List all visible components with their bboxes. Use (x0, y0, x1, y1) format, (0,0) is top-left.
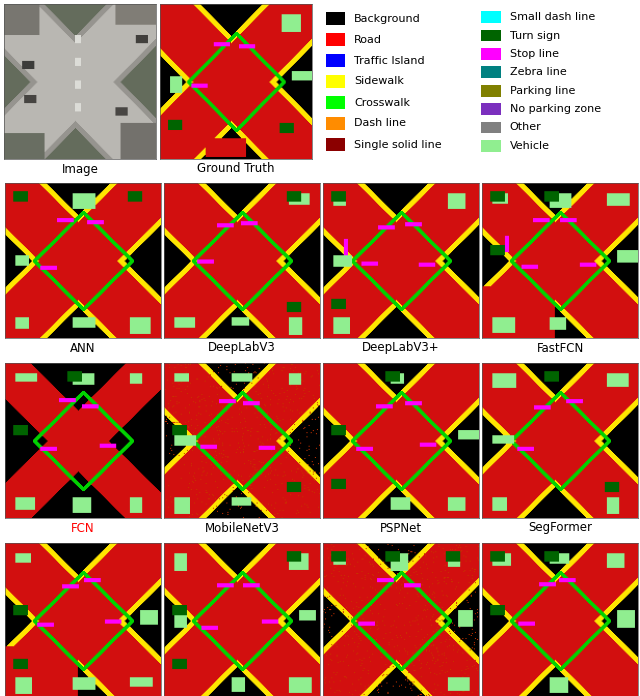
Text: Small dash line: Small dash line (509, 13, 595, 22)
Bar (481, 48, 500, 60)
Text: Ground Truth: Ground Truth (197, 162, 275, 175)
Text: Other: Other (509, 122, 541, 132)
Text: Crosswalk: Crosswalk (355, 97, 410, 107)
Bar (481, 67, 500, 78)
Bar (326, 54, 346, 67)
Bar (326, 33, 346, 46)
Text: FCN: FCN (71, 521, 95, 535)
Bar (481, 140, 500, 152)
Text: Single solid line: Single solid line (355, 139, 442, 150)
Text: Stop line: Stop line (509, 49, 559, 59)
Text: ANN: ANN (70, 342, 96, 354)
Text: Sidewalk: Sidewalk (355, 77, 404, 86)
Text: Road: Road (355, 35, 382, 45)
Bar (481, 122, 500, 133)
Text: Turn sign: Turn sign (509, 31, 560, 40)
Text: DeepLabV3: DeepLabV3 (208, 342, 276, 354)
Bar (481, 103, 500, 115)
Text: SegFormer: SegFormer (528, 521, 592, 535)
Bar (326, 96, 346, 109)
Text: FastFCN: FastFCN (536, 342, 584, 354)
Bar (481, 30, 500, 41)
Text: Zebra line: Zebra line (509, 68, 566, 77)
Bar (326, 138, 346, 151)
Text: Traffic Island: Traffic Island (355, 56, 425, 65)
Text: Background: Background (355, 13, 421, 24)
Text: MobileNetV3: MobileNetV3 (205, 521, 280, 535)
Text: PSPNet: PSPNet (380, 521, 422, 535)
Text: Parking line: Parking line (509, 86, 575, 95)
Bar (481, 85, 500, 97)
Bar (481, 11, 500, 23)
Text: DeepLabV3+: DeepLabV3+ (362, 342, 440, 354)
Text: Image: Image (61, 162, 99, 175)
Bar (326, 75, 346, 88)
Bar (326, 12, 346, 25)
Text: Vehicle: Vehicle (509, 141, 550, 151)
Bar (326, 117, 346, 130)
Text: No parking zone: No parking zone (509, 104, 601, 114)
Text: Dash line: Dash line (355, 118, 406, 129)
